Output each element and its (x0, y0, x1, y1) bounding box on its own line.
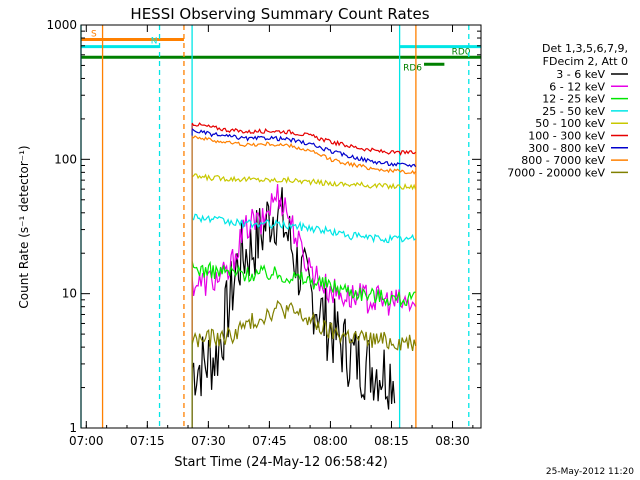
series-line-8 (191, 299, 417, 352)
flag-label-1: N (151, 37, 158, 47)
series-line-0 (191, 187, 396, 410)
series-line-7 (192, 135, 417, 175)
legend-label-2: 12 - 25 keV (542, 93, 605, 106)
timestamp: 25-May-2012 11:20 (546, 467, 634, 477)
axes: 07:00 07:15 07:30 07:45 08:00 08:15 08:30 1 10 10… (46, 18, 481, 448)
series-line-1 (191, 184, 417, 316)
x-tick-label: 07:15 (130, 434, 165, 448)
legend-label-5: 100 - 300 keV (528, 130, 605, 143)
legend-header-1: FDecim 2, Att 0 (543, 55, 628, 68)
flag-label-5: RD0 (452, 47, 471, 57)
legend-label-0: 3 - 6 keV (556, 68, 605, 81)
flag-label-0: S (91, 29, 97, 39)
series-line-4 (191, 173, 417, 191)
x-tick-label: 08:00 (313, 434, 348, 448)
y-tick-label: 1 (69, 421, 77, 435)
y-axis-label: Count Rate (s⁻¹ detector⁻¹) (17, 145, 31, 308)
legend-label-3: 25 - 50 keV (542, 105, 605, 118)
legend: Det 1,3,5,6,7,9,FDecim 2, Att 03 - 6 keV… (507, 42, 628, 179)
vertical-markers (80, 25, 470, 428)
x-tick-label: 07:30 (191, 434, 226, 448)
legend-label-1: 6 - 12 keV (549, 80, 605, 93)
series-line-6 (191, 128, 417, 168)
legend-header-0: Det 1,3,5,6,7,9, (542, 42, 628, 55)
legend-label-7: 800 - 7000 keV (521, 154, 605, 167)
x-tick-label: 08:15 (374, 434, 409, 448)
y-tick-label: 1000 (46, 18, 77, 32)
y-tick-label: 10 (62, 287, 77, 301)
series-line-2 (191, 260, 416, 308)
flag-label-4: RD6 (403, 63, 422, 73)
legend-label-4: 50 - 100 keV (535, 117, 605, 130)
observing-flags: S N RD6 RD0 (81, 29, 481, 73)
x-tick-label: 08:30 (435, 434, 470, 448)
y-tick-label: 100 (54, 152, 77, 166)
series-line-5 (191, 122, 417, 156)
x-axis-label: Start Time (24-May-12 06:58:42) (174, 455, 388, 470)
series-line-3 (191, 213, 416, 244)
plot-frame (80, 24, 482, 429)
chart-title: HESSI Observing Summary Count Rates (130, 5, 429, 23)
legend-label-6: 300 - 800 keV (528, 142, 605, 155)
legend-label-8: 7000 - 20000 keV (507, 166, 605, 179)
series-lines (191, 122, 417, 428)
x-tick-label: 07:00 (69, 434, 104, 448)
x-tick-label: 07:45 (252, 434, 287, 448)
